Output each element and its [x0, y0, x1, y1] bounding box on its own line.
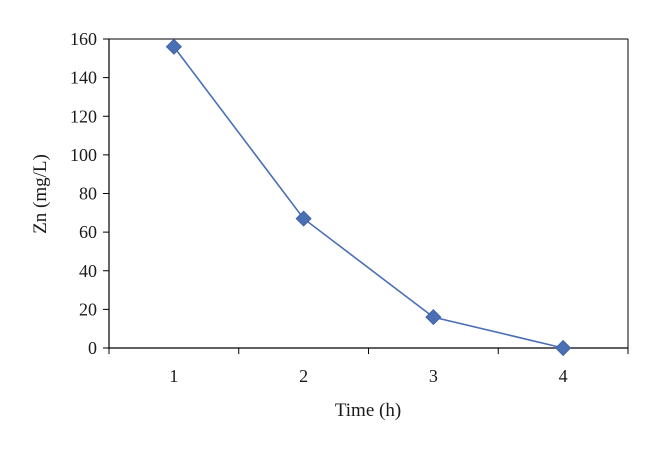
x-tick-label: 2: [299, 366, 308, 386]
y-tick-label: 100: [70, 145, 97, 165]
y-tick-label: 160: [70, 29, 97, 49]
series-layer: [165, 38, 572, 357]
y-tick-label: 20: [79, 299, 97, 319]
data-point-marker: [425, 309, 442, 326]
series-line: [173, 46, 564, 349]
data-point-marker: [295, 210, 312, 227]
x-tick-label: 1: [169, 366, 178, 386]
y-tick-label: 40: [79, 261, 97, 281]
y-tick-label: 120: [70, 106, 97, 126]
y-axis-ticks: 0 20 40 60 80 100 120 140 160: [70, 29, 109, 358]
x-axis-title: Time (h): [335, 400, 401, 421]
y-tick-label: 60: [79, 222, 97, 242]
x-axis-ticks: 1 2 3 4: [108, 348, 629, 386]
data-point-marker: [165, 38, 182, 55]
x-tick-label: 3: [429, 366, 438, 386]
data-point-marker: [555, 339, 572, 357]
plot-area: [108, 38, 629, 349]
y-tick-label: 140: [70, 68, 97, 88]
y-axis-title: Zn (mg/L): [30, 154, 51, 234]
y-tick-label: 0: [88, 338, 97, 358]
y-tick-label: 80: [79, 184, 97, 204]
x-tick-label: 4: [559, 366, 568, 386]
